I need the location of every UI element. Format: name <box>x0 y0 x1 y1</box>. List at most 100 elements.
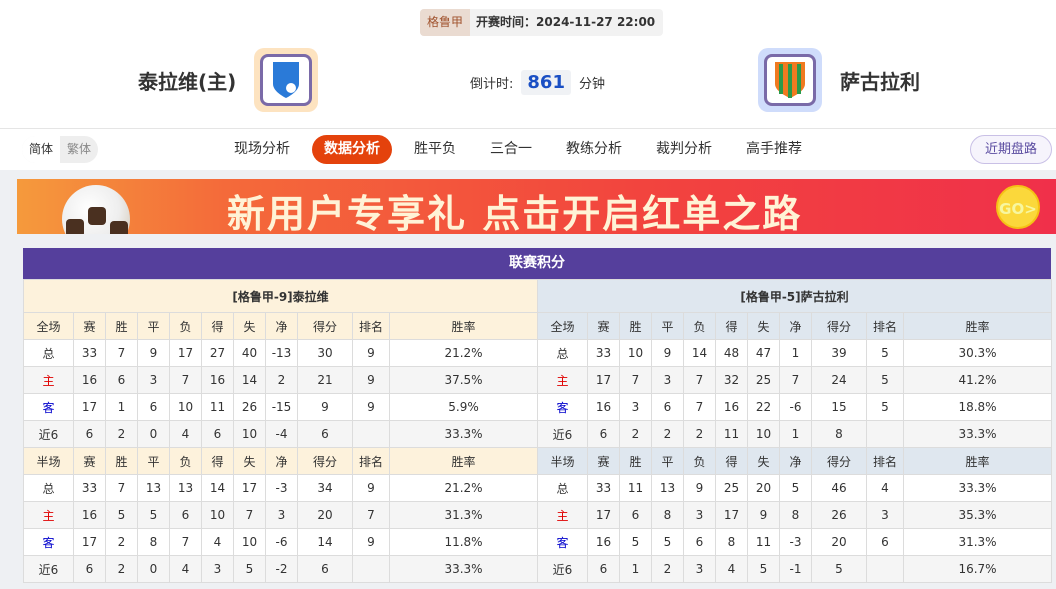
table-cell: 0 <box>137 555 170 583</box>
tab-0[interactable]: 现场分析 <box>234 141 290 157</box>
tab-1[interactable]: 数据分析 <box>312 135 392 164</box>
table-cell: 5 <box>811 555 867 583</box>
tab-6[interactable]: 高手推荐 <box>746 141 802 157</box>
tab-2[interactable]: 胜平负 <box>414 141 456 157</box>
column-header: 胜率 <box>388 312 539 340</box>
table-cell: 10 <box>233 420 266 448</box>
table-cell: 9 <box>352 339 390 367</box>
column-header: 胜 <box>619 447 652 475</box>
table-row: 近6 6 1 2 3 4 5 -1 5 16.7% <box>537 555 1052 583</box>
table-cell <box>352 420 390 448</box>
table-cell: 27 <box>201 339 234 367</box>
table-cell: 17 <box>587 501 620 529</box>
table-cell: 26 <box>811 501 867 529</box>
row-label: 客 <box>23 393 74 421</box>
table-row: 总 33 7 9 17 27 40 -13 30 9 21.2% <box>23 339 539 367</box>
away-team[interactable]: 萨古拉利 <box>758 48 920 112</box>
column-header: 净 <box>779 312 812 340</box>
lang-simplified[interactable]: 简体 <box>22 136 61 163</box>
table-cell: 39 <box>811 339 867 367</box>
table-cell: 17 <box>73 528 106 556</box>
column-header: 得分 <box>297 447 353 475</box>
table-cell: 14 <box>201 474 234 502</box>
tab-4[interactable]: 教练分析 <box>566 141 622 157</box>
table-cell: 5.9% <box>388 393 539 421</box>
home-team[interactable]: 泰拉维(主) <box>138 48 319 112</box>
table-cell: 30.3% <box>903 339 1052 367</box>
table-cell: 6 <box>73 555 106 583</box>
table-cell: 24 <box>811 366 867 394</box>
column-header: 得 <box>201 312 234 340</box>
table-row: 主 16 6 3 7 16 14 2 21 9 37.5% <box>23 366 539 394</box>
table-cell: 33 <box>73 474 106 502</box>
table-cell: 14 <box>683 339 716 367</box>
table-cell: 9 <box>352 474 390 502</box>
home-team-logo <box>254 48 319 112</box>
column-header: 得分 <box>811 447 867 475</box>
table-row: 近6 6 2 0 4 3 5 -2 6 33.3% <box>23 555 539 583</box>
table-cell: 6 <box>137 393 170 421</box>
table-cell: 2 <box>105 555 138 583</box>
column-header: 排名 <box>866 447 904 475</box>
table-cell: 48 <box>715 339 748 367</box>
table-cell: 15 <box>811 393 867 421</box>
table-row: 近6 6 2 2 2 11 10 1 8 33.3% <box>537 420 1052 448</box>
table-row: 客 16 5 5 6 8 11 -3 20 6 31.3% <box>537 528 1052 556</box>
table-cell: 40 <box>233 339 266 367</box>
table-cell: -2 <box>265 555 298 583</box>
table-cell: 1 <box>779 339 812 367</box>
tab-5[interactable]: 裁判分析 <box>656 141 712 157</box>
kickoff-time: 开赛时间：2024-11-27 22:00 <box>476 15 656 29</box>
table-cell: 16 <box>73 366 106 394</box>
table-cell: 10 <box>233 528 266 556</box>
row-label: 主 <box>23 366 74 394</box>
header-row: 半场赛胜平负得失净得分 排名 胜率 <box>23 447 539 475</box>
table-cell: 6 <box>651 393 684 421</box>
table-cell: 26 <box>233 393 266 421</box>
table-cell: 5 <box>651 528 684 556</box>
table-cell: 34 <box>297 474 353 502</box>
league-label: 格鲁甲 <box>420 9 471 36</box>
table-cell: 6 <box>866 528 904 556</box>
language-toggle[interactable]: 简体 繁体 <box>22 136 99 163</box>
table-cell: 5 <box>137 501 170 529</box>
column-header: 胜 <box>619 312 652 340</box>
promo-banner[interactable]: 新用户专享礼 点击开启红单之路 GO> <box>17 179 1056 234</box>
table-cell: 14 <box>233 366 266 394</box>
row-label: 近6 <box>23 420 74 448</box>
tab-3[interactable]: 三合一 <box>490 141 532 157</box>
table-cell: 3 <box>619 393 652 421</box>
column-header: 赛 <box>587 447 620 475</box>
table-cell: 17 <box>233 474 266 502</box>
table-cell: -4 <box>265 420 298 448</box>
column-header: 得 <box>715 447 748 475</box>
table-cell: 6 <box>619 501 652 529</box>
column-header: 失 <box>747 312 780 340</box>
row-label: 总 <box>537 474 588 502</box>
table-cell: 3 <box>683 555 716 583</box>
table-row: 主 17 7 3 7 32 25 7 24 5 41.2% <box>537 366 1052 394</box>
column-header: 负 <box>683 447 716 475</box>
table-cell: 6 <box>297 555 353 583</box>
table-cell: 20 <box>297 501 353 529</box>
table-cell: 2 <box>105 420 138 448</box>
table-cell: 4 <box>169 555 202 583</box>
table-row: 总 33 7 13 13 14 17 -3 34 9 21.2% <box>23 474 539 502</box>
table-cell: 7 <box>169 366 202 394</box>
team-standing-name: [格鲁甲-9]泰拉维 <box>22 279 539 313</box>
table-cell: 16.7% <box>903 555 1052 583</box>
column-header: 失 <box>747 447 780 475</box>
table-cell: 21.2% <box>388 339 539 367</box>
away-team-logo <box>758 48 822 112</box>
recent-odds-button[interactable]: 近期盘路 <box>969 135 1052 164</box>
table-cell: 3 <box>201 555 234 583</box>
table-cell: 6 <box>587 555 620 583</box>
lang-traditional[interactable]: 繁体 <box>67 142 92 156</box>
go-button[interactable]: GO> <box>996 185 1040 229</box>
table-cell: 41.2% <box>903 366 1052 394</box>
table-cell: 7 <box>779 366 812 394</box>
row-label: 总 <box>23 339 74 367</box>
header-row: 全场赛胜平负得失净得分 排名 胜率 <box>537 312 1052 340</box>
table-cell: -3 <box>265 474 298 502</box>
table-cell: 8 <box>779 501 812 529</box>
